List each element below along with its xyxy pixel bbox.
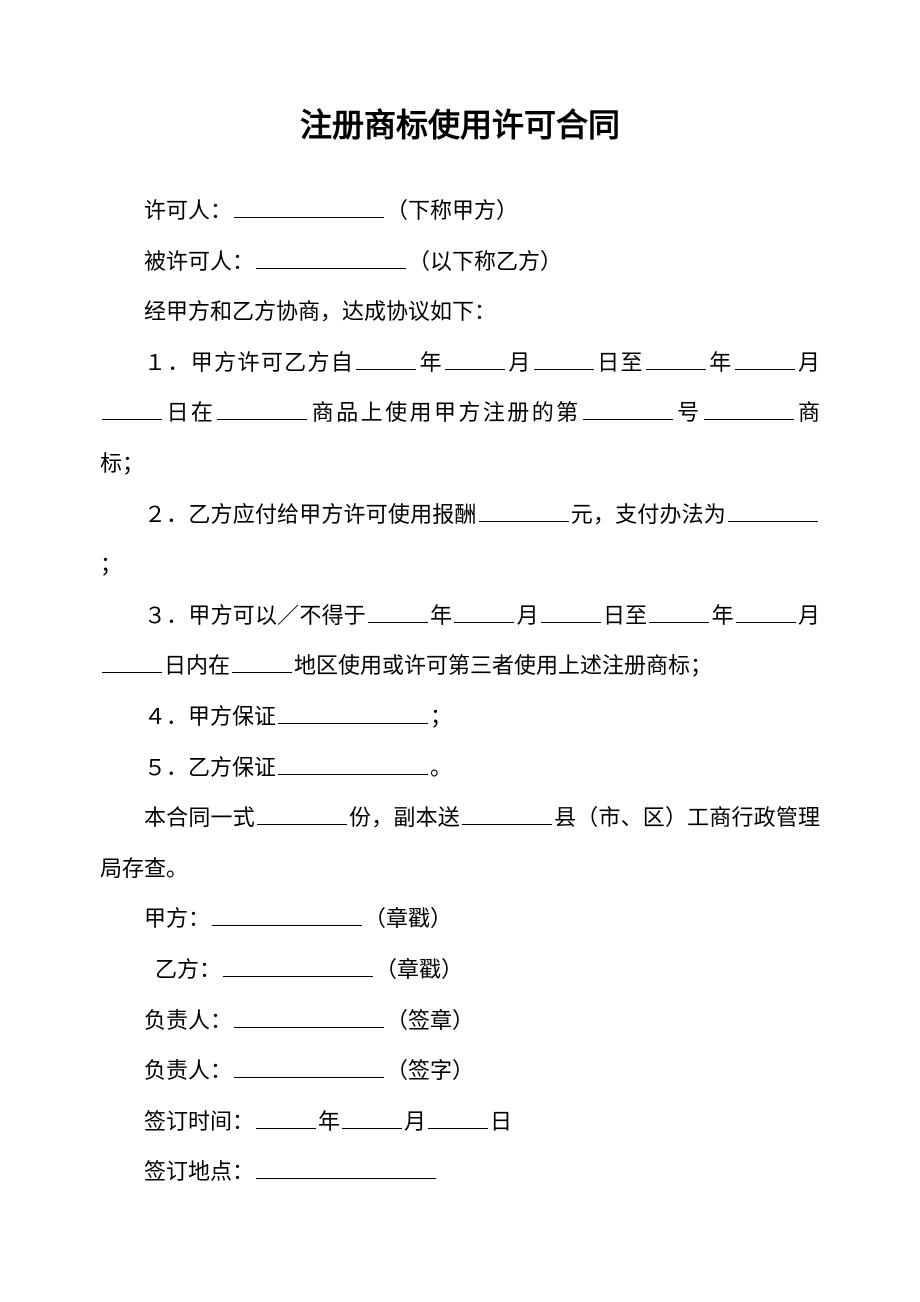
responsible2-blank[interactable]	[234, 1056, 384, 1078]
responsible1-label: 负责人：	[144, 1008, 232, 1033]
sign-day: 日	[490, 1109, 512, 1134]
c3-month-blank[interactable]	[454, 601, 514, 623]
c5-blank[interactable]	[278, 753, 428, 775]
c2-method-blank[interactable]	[728, 500, 818, 522]
party-b-suffix: （章戳）	[375, 957, 463, 982]
licensee-label: 被许可人：	[144, 249, 254, 274]
clause-3: ３．甲方可以／不得于 年 月 日至 年 月日内在 地区使用或许可第三者使用上述注册商标；	[100, 591, 820, 692]
c3-dayin: 日内在	[164, 653, 230, 678]
c4-blank[interactable]	[278, 702, 428, 724]
responsible1-suffix: （签章）	[386, 1008, 474, 1033]
c1-year2-blank[interactable]	[646, 348, 706, 370]
licensee-line: 被许可人： （以下称乙方）	[100, 237, 820, 288]
licensee-suffix: （以下称乙方）	[408, 249, 562, 274]
c1-month2-blank[interactable]	[735, 348, 795, 370]
c3-year: 年	[430, 603, 452, 628]
c2-end: ；	[100, 552, 122, 577]
clause-4-prefix: ４．甲方保证	[144, 704, 276, 729]
c3-day-blank[interactable]	[541, 601, 601, 623]
clause-2-prefix: ２．乙方应付给甲方许可使用报酬	[144, 502, 477, 527]
clause-1: １．甲方许可乙方自年月日至年月日在商品上使用甲方注册的第号商标；	[100, 338, 820, 490]
preamble: 经甲方和乙方协商，达成协议如下：	[100, 287, 820, 338]
c3-month2: 月	[798, 603, 820, 628]
c1-trademark-blank[interactable]	[704, 398, 794, 420]
party-a-suffix: （章戳）	[364, 906, 452, 931]
sign-year: 年	[318, 1109, 340, 1134]
c1-year2: 年	[708, 350, 733, 375]
copies-prefix: 本合同一式	[144, 805, 255, 830]
sign-month-blank[interactable]	[342, 1107, 402, 1129]
sign-place-label: 签订地点：	[144, 1159, 254, 1184]
party-a-blank[interactable]	[212, 904, 362, 926]
clause-2: ２．乙方应付给甲方许可使用报酬 元，支付办法为 ；	[100, 490, 820, 591]
c1-dayto: 日至	[596, 350, 644, 375]
c1-dayon: 日在	[164, 400, 215, 425]
c3-year-blank[interactable]	[368, 601, 428, 623]
licensee-blank[interactable]	[256, 247, 406, 269]
sign-year-blank[interactable]	[256, 1107, 316, 1129]
c3-month2-blank[interactable]	[736, 601, 796, 623]
clause-5-prefix: ５．乙方保证	[144, 755, 276, 780]
c1-month-blank[interactable]	[445, 348, 505, 370]
sign-day-blank[interactable]	[428, 1107, 488, 1129]
sign-month: 月	[404, 1109, 426, 1134]
c4-end: ；	[430, 704, 452, 729]
c1-month: 月	[507, 350, 532, 375]
responsible2-suffix: （签字）	[386, 1058, 474, 1083]
c1-day2-blank[interactable]	[102, 398, 162, 420]
copies-mid: 份，副本送	[349, 805, 460, 830]
c5-end: 。	[430, 755, 452, 780]
signature-party-a: 甲方： （章戳）	[100, 894, 820, 945]
signature-responsible-2: 负责人： （签字）	[100, 1046, 820, 1097]
party-b-label: 乙方：	[155, 957, 221, 982]
responsible1-blank[interactable]	[234, 1006, 384, 1028]
c1-month2: 月	[797, 350, 820, 375]
copies-line: 本合同一式份，副本送县（市、区）工商行政管理局存查。	[100, 793, 820, 894]
signature-party-b: 乙方： （章戳）	[100, 945, 820, 996]
party-a-label: 甲方：	[144, 906, 210, 931]
c1-number-blank[interactable]	[583, 398, 673, 420]
clause-1-prefix: １．甲方许可乙方自	[144, 350, 354, 375]
sign-place-blank[interactable]	[256, 1157, 436, 1179]
copies-county-blank[interactable]	[462, 803, 552, 825]
c3-month: 月	[516, 603, 538, 628]
document-title: 注册商标使用许可合同	[100, 100, 820, 146]
responsible2-label: 负责人：	[144, 1058, 232, 1083]
c3-year2: 年	[711, 603, 733, 628]
licensor-suffix: （下称甲方）	[386, 198, 518, 223]
c3-region: 地区使用或许可第三者使用上述注册商标；	[294, 653, 712, 678]
c2-yuan: 元，支付办法为	[571, 502, 726, 527]
licensor-label: 许可人：	[144, 198, 232, 223]
signature-place: 签订地点：	[100, 1147, 820, 1198]
c3-year2-blank[interactable]	[649, 601, 709, 623]
copies-count-blank[interactable]	[257, 803, 347, 825]
c1-year: 年	[418, 350, 443, 375]
c1-goods: 商品上使用甲方注册的第	[309, 400, 580, 425]
c3-day2-blank[interactable]	[102, 651, 162, 673]
c1-day-blank[interactable]	[534, 348, 594, 370]
c3-region-blank[interactable]	[232, 651, 292, 673]
sign-time-label: 签订时间：	[144, 1109, 254, 1134]
c3-dayto: 日至	[603, 603, 648, 628]
c1-year-blank[interactable]	[356, 348, 416, 370]
clause-4: ４．甲方保证 ；	[100, 692, 820, 743]
c1-goods-blank[interactable]	[217, 398, 307, 420]
clause-3-prefix: ３．甲方可以／不得于	[144, 603, 366, 628]
c1-number: 号	[675, 400, 702, 425]
signature-time: 签订时间： 年 月 日	[100, 1097, 820, 1148]
party-b-blank[interactable]	[223, 955, 373, 977]
licensor-blank[interactable]	[234, 196, 384, 218]
c2-amount-blank[interactable]	[479, 500, 569, 522]
licensor-line: 许可人： （下称甲方）	[100, 186, 820, 237]
clause-5: ５．乙方保证 。	[100, 743, 820, 794]
signature-responsible-1: 负责人： （签章）	[100, 996, 820, 1047]
